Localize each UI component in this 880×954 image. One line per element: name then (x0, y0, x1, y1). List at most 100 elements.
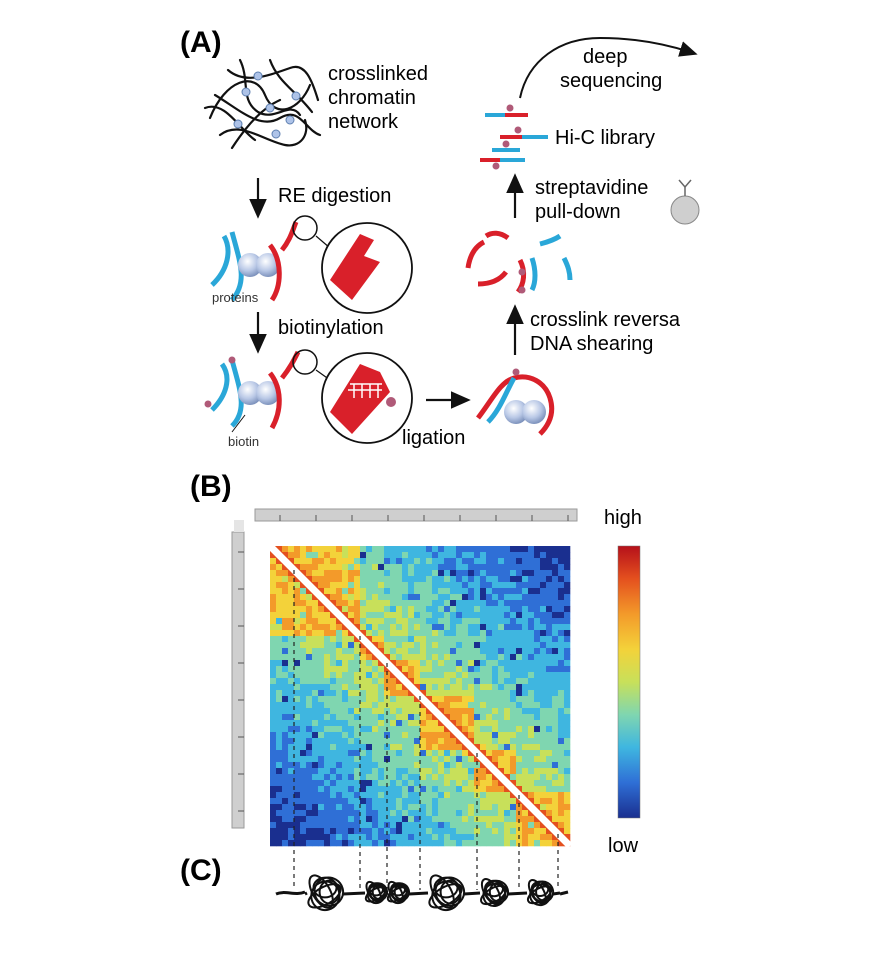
heatmap-cell (336, 660, 343, 667)
heatmap-cell (378, 756, 385, 763)
heatmap-cell (516, 678, 523, 685)
heatmap-cell (444, 816, 451, 823)
heatmap-cell (510, 558, 517, 565)
heatmap-cell (420, 600, 427, 607)
heatmap-cell (390, 678, 397, 685)
heatmap-cell (270, 636, 277, 643)
heatmap-cell (480, 588, 487, 595)
heatmap-cell (558, 684, 565, 691)
heatmap-cell (426, 552, 433, 559)
heatmap-cell (486, 738, 493, 745)
heatmap-cell (354, 654, 361, 661)
heatmap-cell (276, 594, 283, 601)
heatmap-cell (336, 678, 343, 685)
heatmap-cell (438, 786, 445, 793)
heatmap-cell (528, 828, 535, 835)
heatmap-cell (474, 570, 481, 577)
heatmap-cell (516, 630, 523, 637)
heatmap-cell (504, 726, 511, 733)
heatmap-cell (282, 576, 289, 583)
heatmap-cell (354, 642, 361, 649)
heatmap-cell (312, 822, 319, 829)
heatmap-cell (384, 564, 391, 571)
heatmap-cell (330, 714, 337, 721)
heatmap-cell (324, 594, 331, 601)
heatmap-cell (504, 654, 511, 661)
heatmap-cell (378, 660, 385, 667)
heatmap-cell (426, 618, 433, 625)
heatmap-cell (480, 582, 487, 589)
heatmap-cell (552, 678, 559, 685)
heatmap-cell (456, 810, 463, 817)
heatmap-cell (540, 666, 547, 673)
heatmap-cell (558, 546, 565, 553)
heatmap-cell (450, 624, 457, 631)
heatmap-cell (468, 738, 475, 745)
tad-boundary-lines (293, 570, 559, 890)
heatmap-cell (312, 726, 319, 733)
heatmap-cell (354, 690, 361, 697)
heatmap-cell (468, 576, 475, 583)
heatmap-cell (462, 606, 469, 613)
heatmap-cell (360, 684, 367, 691)
heatmap-cell (366, 660, 373, 667)
heatmap-cell (372, 756, 379, 763)
heatmap-cell (450, 558, 457, 565)
heatmap-cell (498, 660, 505, 667)
heatmap-cell (390, 618, 397, 625)
heatmap-cell (474, 612, 481, 619)
heatmap-cell (540, 786, 547, 793)
heatmap-cell (438, 546, 445, 553)
heatmap-cell (306, 594, 313, 601)
heatmap-cell (408, 588, 415, 595)
heatmap-cell (498, 810, 505, 817)
heatmap-cell (270, 780, 277, 787)
heatmap-cell (408, 666, 415, 673)
heatmap-cell (552, 612, 559, 619)
heatmap-cell (462, 726, 469, 733)
heatmap-cell (564, 594, 571, 601)
heatmap-cell (330, 696, 337, 703)
heatmap-cell (330, 600, 337, 607)
heatmap-cell (522, 630, 529, 637)
heatmap-cell (450, 546, 457, 553)
heatmap-cell (402, 816, 409, 823)
heatmap-cell (348, 612, 355, 619)
heatmap-cell (540, 606, 547, 613)
heatmap-cell (354, 576, 361, 583)
heatmap-cell (516, 756, 523, 763)
heatmap-cell (366, 744, 373, 751)
heatmap-cell (354, 666, 361, 673)
heatmap-cell (444, 630, 451, 637)
heatmap-cell (270, 612, 277, 619)
heatmap-cell (516, 732, 523, 739)
heatmap-cell (558, 822, 565, 829)
heatmap-cell (522, 810, 529, 817)
heatmap-cell (306, 720, 313, 727)
heatmap-cell (396, 558, 403, 565)
heatmap-cell (510, 762, 517, 769)
heatmap-cell (276, 672, 283, 679)
heatmap-cell (522, 696, 529, 703)
heatmap-cell (342, 678, 349, 685)
heatmap-cell (510, 810, 517, 817)
heatmap-cell (318, 624, 325, 631)
heatmap-cell (438, 678, 445, 685)
heatmap-cell (546, 732, 553, 739)
heatmap-cell (420, 834, 427, 841)
heatmap-cell (540, 588, 547, 595)
heatmap-cell (372, 720, 379, 727)
heatmap-cell (372, 822, 379, 829)
heatmap-cell (336, 684, 343, 691)
heatmap-cell (414, 726, 421, 733)
heatmap-cell (276, 612, 283, 619)
chromatin-fiber (408, 891, 429, 896)
heatmap-cell (324, 708, 331, 715)
heatmap-cell (378, 828, 385, 835)
sheared-fragments (465, 230, 573, 294)
heatmap-cell (552, 774, 559, 781)
heatmap-cell (354, 798, 361, 805)
heatmap-cell (390, 702, 397, 709)
heatmap-cell (444, 600, 451, 607)
heatmap-cell (324, 672, 331, 679)
